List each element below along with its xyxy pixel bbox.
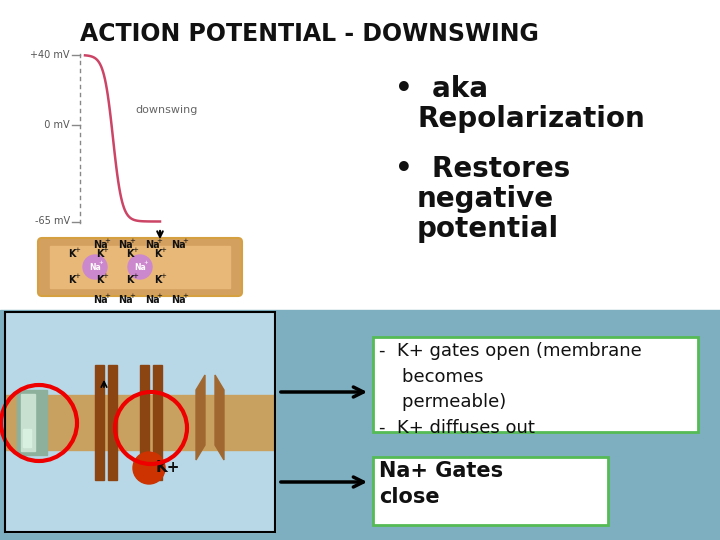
Bar bbox=[5, 395, 275, 450]
Text: negative: negative bbox=[417, 185, 554, 213]
Text: -  K+ gates open (membrane
    becomes
    permeable)
-  K+ diffuses out: - K+ gates open (membrane becomes permea… bbox=[379, 342, 642, 437]
Text: Na: Na bbox=[117, 295, 132, 305]
Text: •  Restores: • Restores bbox=[395, 155, 570, 183]
FancyBboxPatch shape bbox=[38, 238, 242, 296]
Text: +: + bbox=[99, 260, 104, 266]
Bar bbox=[5, 312, 275, 532]
Text: +: + bbox=[156, 238, 162, 244]
Bar bbox=[0, 310, 720, 540]
Text: +: + bbox=[156, 293, 162, 299]
Text: +: + bbox=[182, 293, 188, 299]
Bar bbox=[140, 365, 149, 480]
Text: •  aka: • aka bbox=[395, 75, 488, 103]
Bar bbox=[17, 390, 47, 455]
Text: Na: Na bbox=[134, 262, 146, 272]
Text: +: + bbox=[160, 247, 166, 253]
Text: Na: Na bbox=[93, 240, 107, 250]
Bar bbox=[108, 365, 117, 480]
Text: 0 mV: 0 mV bbox=[38, 120, 70, 130]
Text: Na: Na bbox=[171, 295, 185, 305]
Text: K: K bbox=[96, 249, 104, 259]
Polygon shape bbox=[215, 375, 224, 460]
Circle shape bbox=[133, 452, 165, 484]
Text: Na: Na bbox=[93, 295, 107, 305]
Text: downswing: downswing bbox=[135, 105, 197, 116]
Text: Repolarization: Repolarization bbox=[417, 105, 644, 133]
Bar bbox=[50, 246, 230, 288]
Text: +: + bbox=[132, 273, 138, 279]
Text: K: K bbox=[68, 275, 76, 285]
Text: +: + bbox=[104, 238, 110, 244]
Text: +: + bbox=[129, 238, 135, 244]
Text: +: + bbox=[129, 293, 135, 299]
Text: +: + bbox=[102, 247, 108, 253]
Bar bbox=[5, 312, 275, 532]
Polygon shape bbox=[196, 375, 205, 460]
Text: +: + bbox=[104, 293, 110, 299]
Text: +: + bbox=[74, 273, 80, 279]
Bar bbox=[21, 394, 35, 451]
Bar bbox=[153, 365, 162, 480]
Text: +: + bbox=[74, 247, 80, 253]
Text: +: + bbox=[132, 247, 138, 253]
Text: -65 mV: -65 mV bbox=[35, 217, 70, 226]
Text: K: K bbox=[68, 249, 76, 259]
Text: K: K bbox=[126, 275, 134, 285]
Text: +: + bbox=[160, 273, 166, 279]
Text: K: K bbox=[126, 249, 134, 259]
Text: Na+ Gates
close: Na+ Gates close bbox=[379, 461, 503, 508]
Bar bbox=[95, 365, 104, 480]
Text: +: + bbox=[143, 260, 148, 266]
Bar bbox=[23, 429, 31, 447]
Text: potential: potential bbox=[417, 215, 559, 243]
Text: K+: K+ bbox=[156, 461, 180, 476]
Bar bbox=[373, 457, 608, 525]
Text: ACTION POTENTIAL - DOWNSWING: ACTION POTENTIAL - DOWNSWING bbox=[80, 22, 539, 46]
Circle shape bbox=[83, 255, 107, 279]
Text: +40 mV: +40 mV bbox=[30, 50, 70, 60]
Text: Na: Na bbox=[117, 240, 132, 250]
Text: Na: Na bbox=[145, 240, 159, 250]
Bar bbox=[373, 337, 698, 432]
Text: +: + bbox=[182, 238, 188, 244]
Text: K: K bbox=[154, 249, 162, 259]
Text: +: + bbox=[102, 273, 108, 279]
Text: K: K bbox=[154, 275, 162, 285]
Text: K: K bbox=[96, 275, 104, 285]
Text: Na: Na bbox=[89, 262, 101, 272]
Circle shape bbox=[128, 255, 152, 279]
Text: Na: Na bbox=[171, 240, 185, 250]
Text: Na: Na bbox=[145, 295, 159, 305]
